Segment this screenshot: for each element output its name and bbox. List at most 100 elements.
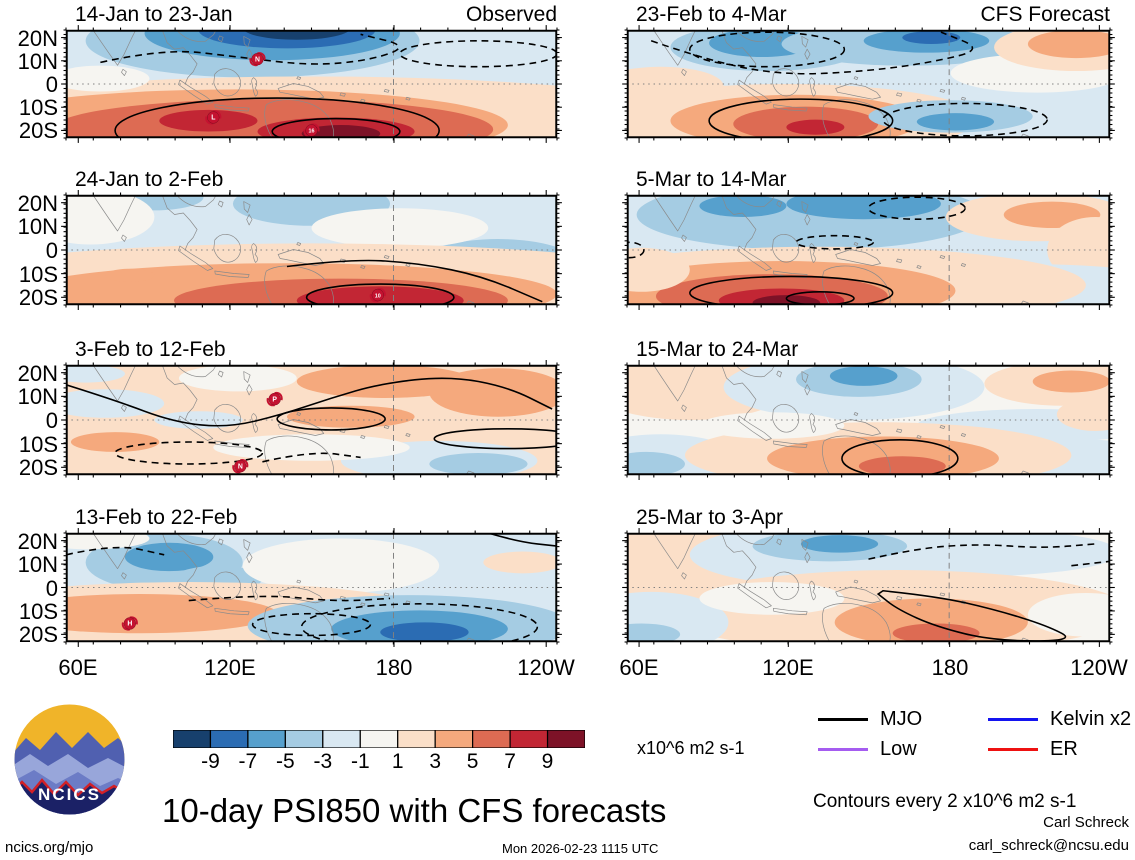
anomaly-blob-level--3 xyxy=(124,542,214,572)
legend-item-er: ER xyxy=(988,738,1078,760)
colorbar-label--1: -1 xyxy=(350,750,370,773)
anomaly-blob-level-2 xyxy=(429,368,557,417)
colorbar-cell-3 xyxy=(284,730,324,748)
anomaly-blob-level--3 xyxy=(699,195,787,217)
axis-ticks-L1 xyxy=(61,25,562,143)
x-label-120W-col1: 120W xyxy=(1070,655,1128,680)
colorbar-cell-10 xyxy=(546,730,585,748)
panel-title-L3: 3-Feb to 12-Feb xyxy=(75,338,226,361)
y-label-20N-row2: 20N xyxy=(17,361,58,386)
map-content-L1: N L 16 xyxy=(66,30,557,138)
contour-dashed xyxy=(650,31,974,75)
anomaly-blob-level-2 xyxy=(66,594,278,634)
axis-ticks-R4 xyxy=(622,528,1115,647)
y-label-20S-row0: 20S xyxy=(18,118,58,143)
coastlines xyxy=(653,533,1029,642)
storm-circle xyxy=(207,111,220,124)
anomaly-blob-level-0 xyxy=(699,582,845,615)
colorbar-cell-7 xyxy=(434,730,474,748)
colorbar-cell-8 xyxy=(472,730,511,748)
contour-solid xyxy=(708,98,894,138)
anomaly-blob-level-2 xyxy=(70,432,160,452)
axis-ticks-R1 xyxy=(622,25,1115,143)
storm-icon: 10 xyxy=(369,287,386,303)
logo-text: NCICS xyxy=(38,785,101,804)
y-label-10S-row2: 10S xyxy=(18,432,58,457)
anomaly-blob-level--2 xyxy=(429,453,528,475)
axis-ticks-R3 xyxy=(622,360,1115,480)
anomaly-blob-level-0 xyxy=(699,412,845,439)
map-content-L3: PN xyxy=(66,365,557,475)
anomaly-blob-level-1 xyxy=(483,551,557,574)
storm-label: H xyxy=(127,621,132,628)
storm-icon: H xyxy=(121,616,138,631)
y-label-20N-row0: 20N xyxy=(17,26,58,51)
logo-art: NCICS xyxy=(14,704,125,815)
contour-dashed xyxy=(114,441,264,465)
anomaly-blob-level--1 xyxy=(66,365,125,383)
axis-ticks-L3 xyxy=(61,360,562,480)
anomaly-blob-level-2 xyxy=(105,268,155,282)
colorbar-label-1: 1 xyxy=(391,750,404,773)
anomaly-blob-level--3 xyxy=(800,535,879,553)
anomaly-blob-level--1 xyxy=(154,411,243,429)
panel-corner-label-L1: Observed xyxy=(465,3,557,26)
colorbar-label--9: -9 xyxy=(201,750,220,773)
colorbar-cell-4 xyxy=(322,730,361,748)
coastlines xyxy=(653,30,1029,138)
map-content-R4 xyxy=(627,533,1110,642)
anomaly-blob-level--4 xyxy=(902,31,961,45)
colorbar-label--5: -5 xyxy=(276,750,295,773)
contour-solid xyxy=(271,117,401,138)
x-label-120E-col0: 120E xyxy=(204,655,256,680)
axis-ticks-R2 xyxy=(622,190,1115,310)
anomaly-blob-level--5 xyxy=(243,30,350,40)
storm-icon: 16 xyxy=(303,123,320,138)
x-label-180-col0: 180 xyxy=(375,655,413,680)
anomaly-blob-level-0 xyxy=(66,65,150,92)
panel-title-L4: 13-Feb to 22-Feb xyxy=(75,506,238,529)
anomaly-blob-level-2 xyxy=(1032,370,1110,393)
storm-icon: P xyxy=(266,391,283,407)
anomaly-blob-level-2 xyxy=(296,365,474,398)
panel-title-R2: 5-Mar to 14-Mar xyxy=(636,168,787,191)
y-label-20N-row3: 20N xyxy=(17,529,58,554)
map-R1 xyxy=(622,25,1115,143)
map-L3: PN xyxy=(61,360,562,480)
y-label-10N-row0: 10N xyxy=(17,49,58,74)
map-frame-L4 xyxy=(65,532,558,643)
storm-label: 16 xyxy=(308,129,314,135)
storm-label: 10 xyxy=(375,293,381,299)
contour-solid xyxy=(114,97,440,138)
legend-line xyxy=(988,747,1038,751)
contour-note: Contours every 2 x10^6 m2 s-1 xyxy=(813,791,1077,812)
colorbar-cell-1 xyxy=(209,730,249,748)
legend-label: MJO xyxy=(880,707,923,730)
x-label-60E-col1: 60E xyxy=(619,655,659,680)
contour-solid xyxy=(66,377,553,427)
contour-dashed xyxy=(66,546,165,556)
y-label-20S-row3: 20S xyxy=(18,622,58,647)
x-label-120W-col0: 120W xyxy=(517,655,575,680)
author-credit: Carl Schreck xyxy=(1043,814,1129,831)
colorbar-cell-0 xyxy=(173,730,212,748)
anomaly-blob-level--3 xyxy=(916,113,995,131)
map-frame-R3 xyxy=(626,364,1111,476)
contour-dashed xyxy=(627,241,645,259)
y-label-0-row3: 0 xyxy=(45,576,58,601)
author-email: carl_schreck@ncsu.edu xyxy=(968,837,1129,854)
map-L4: H xyxy=(61,528,562,647)
x-label-180-col1: 180 xyxy=(931,655,969,680)
colorbar-cell-9 xyxy=(509,730,549,748)
map-frame-R1 xyxy=(626,29,1111,139)
map-R3 xyxy=(622,360,1115,480)
contour-solid xyxy=(876,589,1067,642)
contour-solid xyxy=(286,259,543,303)
panel-title-R1: 23-Feb to 4-Mar xyxy=(636,3,787,26)
colorbar-cell-2 xyxy=(247,730,286,748)
logo-red-line xyxy=(14,778,125,797)
contour-solid xyxy=(841,439,959,475)
coastlines xyxy=(653,195,1029,305)
map-content-R2 xyxy=(627,195,1110,305)
axis-ticks-L2 xyxy=(61,190,562,310)
